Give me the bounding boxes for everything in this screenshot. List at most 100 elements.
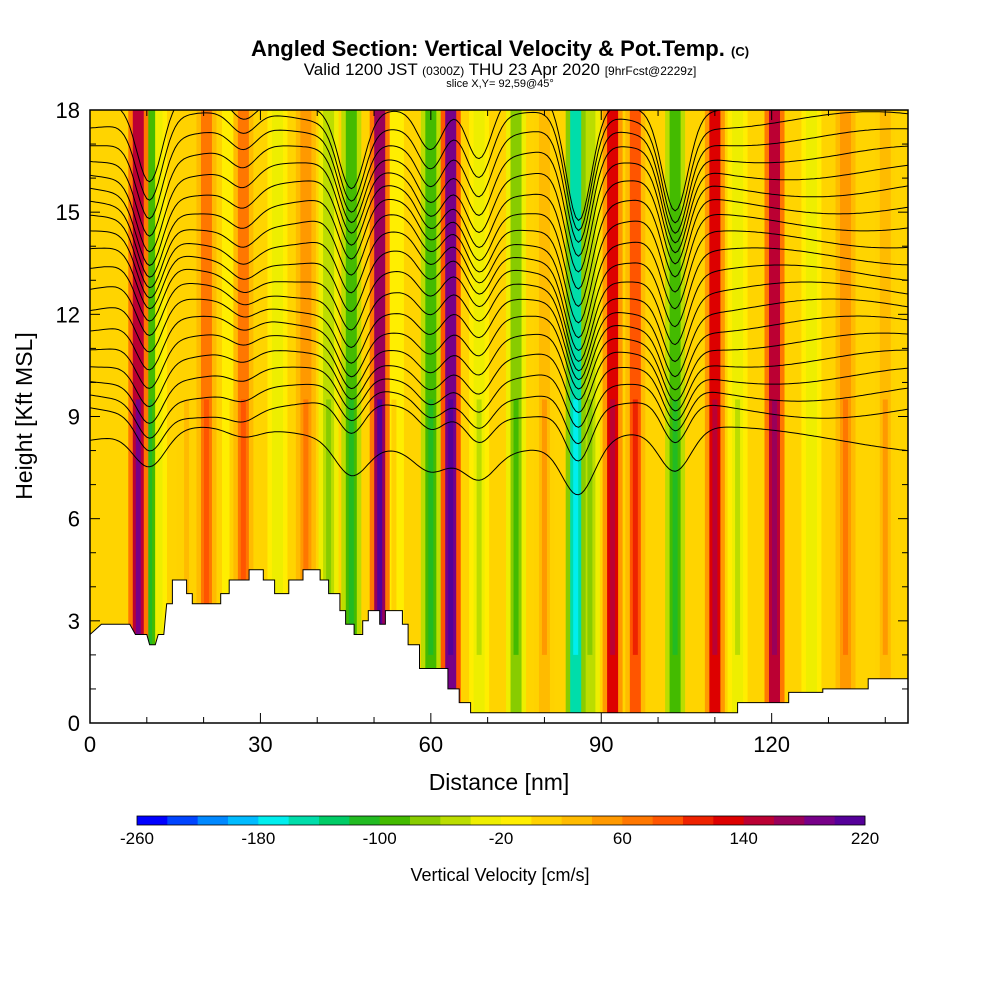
colorbar-tick-label: 140 bbox=[729, 829, 757, 848]
colorbar-swatch bbox=[470, 816, 502, 825]
colorbar-swatch bbox=[319, 816, 350, 825]
isentrope-line bbox=[90, 426, 908, 496]
y-tick-label: 0 bbox=[68, 711, 80, 736]
colorbar-swatch bbox=[228, 816, 259, 825]
y-tick-label: 3 bbox=[68, 609, 80, 634]
y-tick-label: 6 bbox=[68, 507, 80, 532]
slice-info: slice X,Y= 92,59@45° bbox=[446, 78, 554, 90]
valid-date: THU 23 Apr 2020 bbox=[468, 60, 600, 79]
isentrope-line bbox=[90, 162, 908, 273]
isentrope-line bbox=[90, 315, 908, 391]
colorbar-swatch bbox=[137, 816, 168, 825]
colorbar-swatch bbox=[167, 816, 199, 825]
colorbar-swatch bbox=[622, 816, 654, 825]
velocity-band-core bbox=[808, 399, 814, 655]
colorbar-tick-label: -20 bbox=[489, 829, 514, 848]
velocity-band-core bbox=[632, 399, 638, 655]
velocity-band-core bbox=[326, 399, 332, 655]
isentrope-line bbox=[90, 111, 908, 232]
colorbar-swatch bbox=[501, 816, 532, 825]
isentrope-line bbox=[90, 128, 908, 243]
colorbar-swatch bbox=[379, 816, 411, 825]
velocity-band-core bbox=[513, 399, 519, 655]
velocity-band-core bbox=[735, 399, 741, 655]
terrain-outline bbox=[90, 569, 908, 714]
y-axis-label: Height [Kft MSL] bbox=[11, 332, 37, 499]
velocity-band-core bbox=[672, 399, 678, 655]
velocity-band-core bbox=[303, 399, 309, 655]
y-axis: 0 3 6 9 12 15 18 bbox=[56, 98, 908, 736]
x-axis-label: Distance [nm] bbox=[429, 769, 570, 795]
colorbar-label: Vertical Velocity [cm/s] bbox=[410, 865, 589, 885]
velocity-band-core bbox=[772, 399, 778, 655]
colorbar-swatch bbox=[743, 816, 775, 825]
colorbar-swatch bbox=[349, 816, 381, 825]
velocity-band-core bbox=[843, 399, 849, 655]
chart-subtitle: Valid 1200 JST (0300Z) THU 23 Apr 2020 [… bbox=[0, 60, 1000, 80]
velocity-band-core bbox=[203, 399, 209, 655]
velocity-band-core bbox=[229, 399, 235, 655]
colorbar-tick-label: 220 bbox=[851, 829, 879, 848]
velocity-band-core bbox=[135, 399, 141, 655]
x-tick-label: 90 bbox=[589, 732, 613, 757]
velocity-band-core bbox=[587, 399, 593, 655]
velocity-band-core bbox=[348, 399, 354, 655]
plot-area bbox=[90, 110, 908, 723]
velocity-band-core bbox=[147, 399, 153, 655]
velocity-band-core bbox=[377, 399, 383, 655]
velocity-band-core bbox=[274, 399, 280, 655]
velocity-band-core bbox=[573, 399, 579, 655]
colorbar-frame bbox=[136, 815, 866, 826]
colorbar-tick-label: -100 bbox=[363, 829, 397, 848]
colorbar-swatch bbox=[774, 816, 805, 825]
x-tick-label: 120 bbox=[753, 732, 790, 757]
colorbar-tick-label: -180 bbox=[241, 829, 275, 848]
colorbar-swatch bbox=[410, 816, 441, 825]
x-tick-label: 60 bbox=[419, 732, 443, 757]
potential-temperature-contours bbox=[90, 110, 908, 496]
terrain-mask bbox=[90, 569, 908, 723]
velocity-band-core bbox=[712, 399, 718, 655]
colorbar-swatch bbox=[440, 816, 472, 825]
velocity-band-core bbox=[448, 399, 454, 655]
velocity-band-core bbox=[882, 399, 888, 655]
colorbar-swatch bbox=[804, 816, 836, 825]
chart-title-units: (C) bbox=[731, 44, 750, 59]
isentrope-line bbox=[90, 298, 908, 381]
isentrope-line bbox=[90, 180, 908, 290]
x-tick-label: 30 bbox=[248, 732, 272, 757]
velocity-band-core bbox=[610, 399, 616, 655]
x-axis: 0 30 60 90 120 bbox=[84, 110, 886, 757]
colorbar-swatch bbox=[258, 816, 290, 825]
isentrope-line bbox=[90, 214, 908, 324]
velocity-band-core bbox=[428, 399, 434, 655]
isentrope-line bbox=[90, 247, 908, 352]
isentrope-line bbox=[90, 366, 908, 428]
colorbar-swatch bbox=[561, 816, 593, 825]
forecast-info: [9hrFcst@2229z] bbox=[604, 64, 697, 78]
y-tick-label: 15 bbox=[56, 200, 80, 225]
isentrope-line bbox=[90, 281, 908, 372]
isentrope-line bbox=[90, 332, 908, 402]
isentrope-line bbox=[90, 383, 908, 445]
isentrope-line bbox=[90, 402, 908, 462]
isentrope-line bbox=[119, 110, 724, 222]
colorbar: -260 -180 -100 -20 60 140 220 bbox=[120, 815, 879, 848]
colorbar-swatch bbox=[288, 816, 320, 825]
colorbar-swatch bbox=[683, 816, 714, 825]
isentrope-line bbox=[90, 145, 908, 257]
colorbar-tick-label: 60 bbox=[613, 829, 632, 848]
valid-time-utc: (0300Z) bbox=[422, 64, 465, 78]
colorbar-swatch bbox=[531, 816, 563, 825]
x-tick-label: 0 bbox=[84, 732, 96, 757]
velocity-band-core bbox=[240, 399, 246, 655]
isentrope-line bbox=[90, 230, 908, 339]
chart-title: Angled Section: Vertical Velocity & Pot.… bbox=[0, 36, 1000, 62]
isentrope-line bbox=[90, 264, 908, 363]
y-tick-label: 12 bbox=[56, 302, 80, 327]
velocity-band-core bbox=[391, 399, 397, 655]
colorbar-swatch bbox=[197, 816, 229, 825]
chart-title-main: Angled Section: Vertical Velocity & Pot.… bbox=[250, 36, 725, 61]
colorbar-swatch bbox=[652, 816, 684, 825]
